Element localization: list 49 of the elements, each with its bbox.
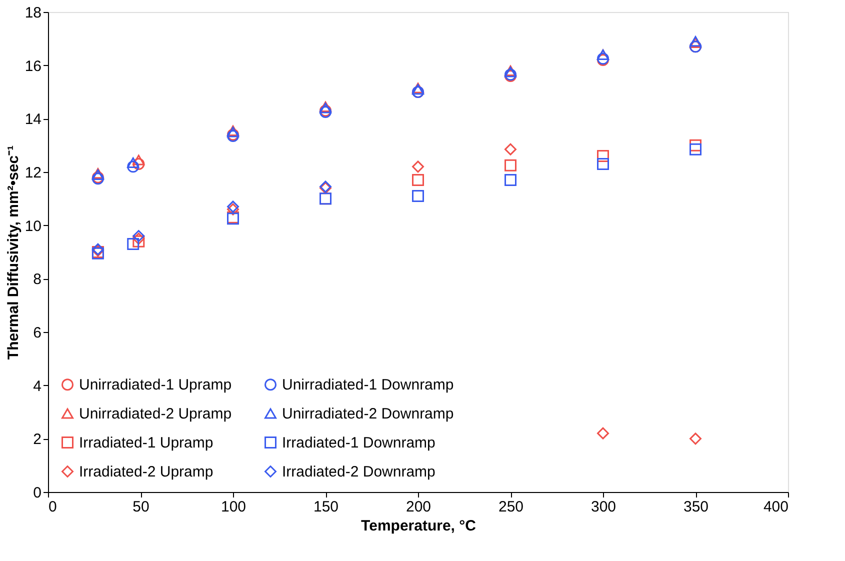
legend-label: Irradiated-2 Downramp [282,464,436,480]
legend-label: Irradiated-1 Downramp [282,434,436,452]
x-tick-label: 350 [683,498,709,516]
y-tick-label: 14 [24,111,42,128]
point [412,160,424,173]
y-tick-label: 4 [33,378,42,395]
point [132,235,145,248]
y-tick-label: 2 [33,431,42,448]
x-axis-title: Temperature, °C [361,518,476,534]
y-tick-label: 16 [24,58,42,75]
point [597,427,609,440]
point [127,157,140,168]
y-tick-label: 8 [33,271,42,288]
point [412,190,424,202]
x-tick-label: 100 [220,498,246,516]
point [504,159,516,172]
legend-label: Unirradiated-1 Upramp [79,376,232,394]
legend-label: Irradiated-2 Upramp [79,464,214,480]
x-tick-label: 50 [132,498,150,516]
legend-label: Unirradiated-2 Upramp [79,406,232,422]
y-tick-label: 18 [24,4,42,22]
point [127,160,140,173]
y-tick-label: 12 [24,164,42,182]
point [127,238,140,250]
point [690,432,702,445]
point [597,158,609,170]
point [412,174,424,186]
x-tick-label: 300 [590,498,616,516]
point [132,154,145,166]
x-tick-label: 200 [406,498,432,516]
y-axis-title: Thermal Diffusivity, mm²•sec⁻¹ [4,145,22,360]
point [504,174,516,186]
legend-label: Irradiated-1 Upramp [79,434,214,452]
y-tick-label: 0 [33,484,42,502]
y-tick-label: 10 [24,218,42,235]
point [227,203,239,216]
x-tick-label: 0 [48,498,57,516]
x-tick-label: 250 [498,498,524,516]
point [132,158,145,170]
legend-label: Unirradiated-1 Downramp [282,376,454,394]
point [132,230,145,242]
point [504,143,516,156]
y-tick-label: 6 [33,324,42,342]
point [597,150,609,162]
x-tick-label: 150 [313,498,339,516]
legend-label: Unirradiated-2 Downramp [282,406,454,422]
point [227,200,239,213]
point [690,143,702,156]
x-tick-label: 400 [763,498,788,516]
